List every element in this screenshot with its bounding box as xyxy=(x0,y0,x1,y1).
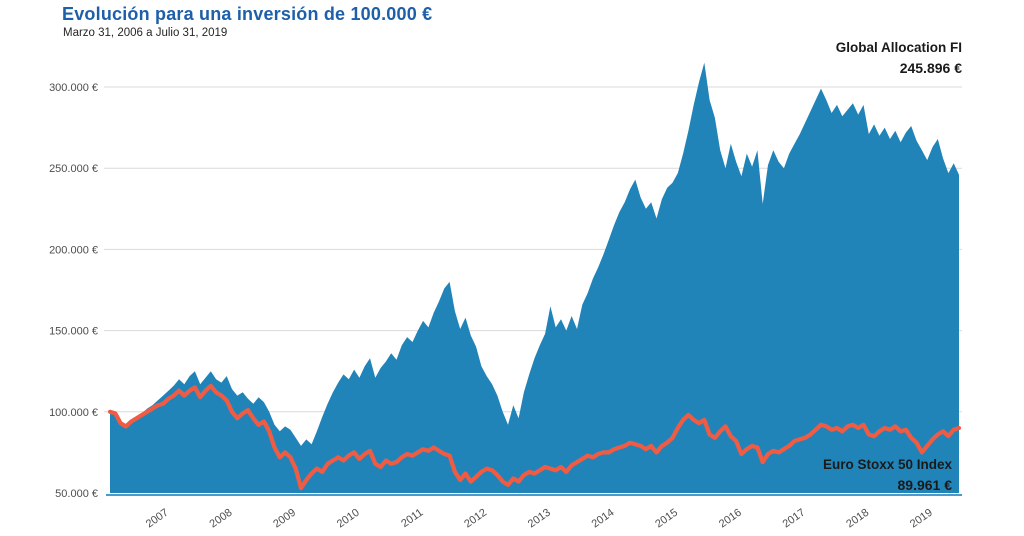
x-tick-label: 2016 xyxy=(717,507,744,531)
y-tick-label: 50.000 € xyxy=(55,488,98,500)
x-tick-label: 2017 xyxy=(781,507,808,531)
x-tick-label: 2010 xyxy=(335,507,362,531)
y-tick-label: 200.000 € xyxy=(49,244,98,256)
x-tick-label: 2011 xyxy=(399,507,425,530)
line-series-euro-stoxx xyxy=(107,383,962,491)
x-tick-label: 2019 xyxy=(908,507,935,531)
x-tick-label: 2008 xyxy=(208,507,235,531)
y-tick-label: 150.000 € xyxy=(49,326,98,338)
series-value-global-allocation: 245.896 € xyxy=(899,60,962,77)
x-tick-label: 2013 xyxy=(526,507,553,531)
x-tick-label: 2015 xyxy=(653,507,680,531)
callout-global-allocation: Global Allocation FI 245.896 € xyxy=(836,38,962,79)
x-tick-label: 2007 xyxy=(144,507,171,531)
x-tick-label: 2009 xyxy=(271,507,298,531)
y-tick-label: 100.000 € xyxy=(49,407,98,419)
series-value-euro-stoxx: 89.961 € xyxy=(897,477,953,494)
callout-euro-stoxx: Euro Stoxx 50 Index 89.961 € xyxy=(823,455,952,496)
y-tick-label: 300.000 € xyxy=(49,82,98,94)
x-tick-label: 2018 xyxy=(844,507,871,531)
x-tick-label: 2014 xyxy=(590,507,617,531)
chart-subtitle: Marzo 31, 2006 a Julio 31, 2019 xyxy=(63,27,228,39)
x-tick-label: 2012 xyxy=(462,507,489,531)
series-name-euro-stoxx: Euro Stoxx 50 Index xyxy=(822,457,952,472)
y-tick-label: 250.000 € xyxy=(49,163,98,175)
chart-title: Evolución para una inversión de 100.000 … xyxy=(62,4,433,24)
area-series-global-allocation xyxy=(110,62,959,493)
series-name-global-allocation: Global Allocation FI xyxy=(835,40,962,55)
